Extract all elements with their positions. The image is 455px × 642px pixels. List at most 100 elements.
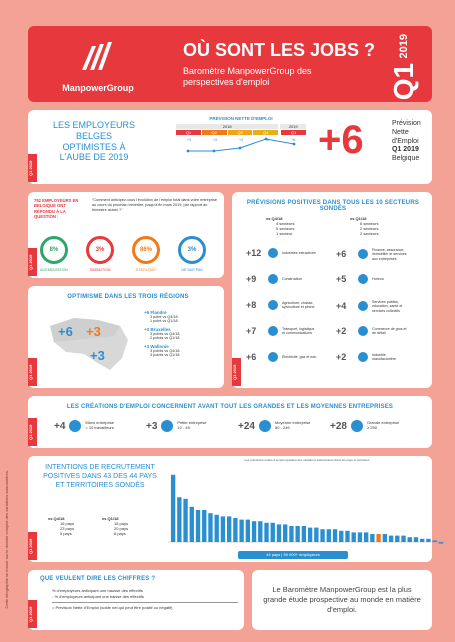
global-cmp-right: vs Q1/18 16 pays 20 pays 8 pays (102, 516, 128, 536)
cmp-item: 2 secteurs (360, 226, 379, 231)
global-card: Q1 2019 INTENTIONS DE RECRUTEMENT POSITI… (28, 456, 446, 562)
global-chart-caption: Les prévisions nettes d'emploi ajustées … (244, 458, 370, 462)
region-name: +3 Bruxelles (144, 327, 171, 332)
cmp-title: vs Q4/18 (48, 516, 65, 521)
quarter-cell: Q3 (227, 130, 253, 135)
chart-bar (245, 519, 251, 542)
sector-row: +2 Industrie manufacturière (336, 352, 408, 362)
chart-bar (401, 535, 406, 542)
answer-donut: 3% (86, 236, 114, 264)
regions-title: OPTIMISME DANS LES TROIS RÉGIONS (67, 294, 189, 300)
cmp-item: 1 secteur (276, 231, 293, 236)
manpower-logo-icon (82, 42, 112, 70)
cmp-item: 8 pays (114, 531, 126, 536)
chart-bar (320, 529, 325, 542)
sector-icon (268, 352, 278, 362)
chart-bar (239, 519, 244, 542)
sector-name: Construction (282, 276, 303, 281)
size-icon (350, 420, 363, 432)
company-size-item: +4 Micro entreprise < 10 travailleurs (54, 420, 114, 432)
chart-bar (388, 535, 394, 542)
net-outlook-value: +6 (318, 118, 364, 162)
chart-bar (170, 474, 176, 542)
map-wallonia: +3 (90, 348, 105, 363)
sector-icon (358, 301, 368, 312)
sector-icon (358, 326, 368, 336)
cmp-item: 5 secteurs (276, 226, 295, 231)
sector-icon (358, 274, 368, 284)
page-title: OÙ SONT LES JOBS ? (183, 40, 376, 60)
size-value: +28 (330, 420, 347, 432)
chart-bar (202, 510, 207, 542)
sector-name: Services publics, éducation, santé et se… (372, 300, 403, 313)
size-value: +4 (54, 420, 66, 432)
chart-bar (289, 526, 294, 542)
quarter-cell: Q1 (176, 130, 201, 135)
chart-bar (270, 522, 275, 542)
year-label: 2019 (398, 34, 410, 59)
chart-bar (276, 524, 282, 542)
desc-line: d'Emploi (392, 137, 419, 145)
region-detail: 3 points vs Q1/18 (150, 353, 180, 357)
chart-bar (345, 530, 350, 542)
answer-label: DIMINUTION (89, 268, 111, 272)
sector-row: +2 Commerce de gros et de détail (336, 326, 408, 336)
chart-bar (332, 529, 338, 542)
outlook-line (186, 137, 296, 153)
page-subtitle: Baromètre ManpowerGroup des perspectives… (183, 66, 312, 88)
definition-title: QUE VEULENT DIRE LES CHIFFRES ? (40, 576, 156, 582)
sizes-card: Q1 2019 LES CRÉATIONS D'EMPLOI CONCERNEN… (28, 396, 432, 448)
size-value: +24 (238, 420, 255, 432)
company-size-item: +3 Petite entreprise 10 - 49 (146, 420, 207, 432)
value-label: +3 (187, 138, 191, 142)
net-outlook-desc: Prévision Nette d'Emploi Q1 2019 Belgiqu… (392, 120, 421, 164)
chart-bar (195, 510, 201, 542)
chart-bar (426, 538, 431, 542)
chart-bar (357, 532, 363, 542)
sector-name: Finance, assurance, immobilier et servic… (372, 248, 407, 261)
sector-value: +2 (336, 352, 347, 362)
outlook-mini-chart: PRÉVISION NETTE D'EMPLOI 2018 2019 Q1 Q2… (176, 116, 306, 166)
cmp-item: 4 secteurs (276, 221, 295, 226)
sector-row: +12 Industries extractives (246, 248, 318, 258)
chart-bar (420, 538, 425, 542)
size-icon (69, 420, 82, 432)
quarter-label: Q1 (388, 62, 419, 101)
chart-bar (432, 540, 437, 542)
sizes-title: LES CRÉATIONS D'EMPLOI CONCERNENT AVANT … (66, 404, 394, 410)
about-card: Le Baromètre ManpowerGroup est la plus g… (252, 570, 432, 630)
sector-value: +8 (246, 300, 257, 310)
sector-value: +5 (336, 274, 347, 284)
sector-row: +7 Transport, logistique et communication… (246, 326, 318, 336)
cmp-item: 16 pays (114, 521, 129, 526)
sector-row: +5 Horeca (336, 274, 408, 284)
answer-donut: 86% (132, 236, 160, 264)
quarter-cell: Q4 (253, 130, 279, 135)
card-tag: Q1 2019 (28, 600, 37, 628)
chart-bar (438, 542, 444, 544)
chart-bar (382, 534, 388, 542)
sectors-title: PRÉVISIONS POSITIVES DANS TOUS LES 10 SE… (246, 200, 420, 212)
chart-bar (214, 514, 219, 542)
desc-line: Q1 2019 (392, 146, 419, 154)
brand-logo: ManpowerGroup (48, 40, 148, 93)
company-size-item: +24 Moyenne entreprise 50 - 249 (238, 420, 310, 432)
sector-name: Industrie manufacturière (372, 352, 396, 361)
sectors-cmp-left: vs Q4/18 4 secteurs 5 secteurs 1 secteur (266, 216, 294, 236)
region-entry: +3 Wallonie 3 points vs Q4/18 3 points vs … (144, 344, 218, 357)
size-name: Micro entreprise (85, 420, 115, 426)
sector-icon (268, 300, 278, 310)
cmp-item: 5 pays (60, 531, 72, 536)
card-tag: Q1 2019 (28, 418, 37, 446)
definition-line: - % d'employeurs anticipant une baisse d… (52, 593, 144, 599)
value-label: +3 (213, 138, 217, 142)
desc-line: Nette (392, 128, 409, 136)
chart-bar (307, 527, 313, 542)
sector-icon (358, 249, 368, 260)
cmp-title: vs Q1/18 (350, 216, 367, 221)
region-name: +3 Wallonie (144, 344, 169, 349)
desc-line: Belgique (392, 155, 420, 162)
region-detail: 1 point vs Q1/18 (150, 319, 178, 323)
chart-bar (301, 526, 307, 542)
card-tag: Q1 2019 (28, 358, 37, 386)
